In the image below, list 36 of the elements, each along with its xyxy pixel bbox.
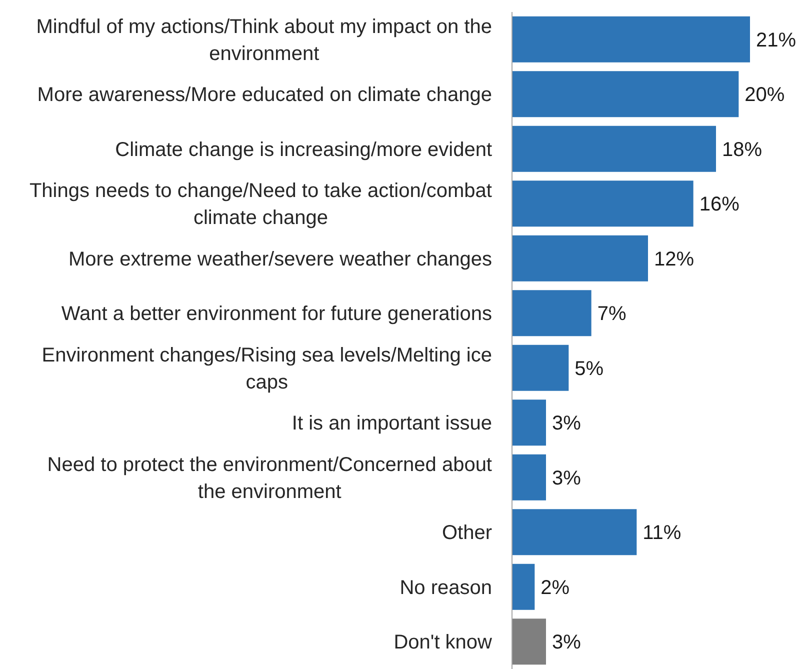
- data-label: 7%: [597, 303, 626, 326]
- y-tick-label: Other: [442, 522, 492, 544]
- y-tick-label: Don't know: [394, 632, 493, 654]
- data-label: 3%: [552, 467, 582, 490]
- y-tick-label: More extreme weather/severe weather changes: [68, 248, 492, 270]
- y-tick-label: More awareness/More educated on climate change: [37, 84, 492, 106]
- data-label: 21%: [756, 29, 796, 52]
- bar: [512, 180, 694, 227]
- bar: [512, 71, 739, 118]
- y-tick-label: No reason: [400, 576, 492, 599]
- y-tick-label: Things needs to change/Need to take action/combat climate change: [29, 180, 492, 230]
- bar: [512, 618, 546, 665]
- bar: [512, 126, 716, 172]
- y-tick-label: Need to protect the environment/Concerned about the environment: [47, 454, 492, 503]
- data-label: 3%: [552, 412, 582, 435]
- y-tick-label: Climate change is increasing/more evident: [115, 138, 492, 161]
- y-tick-label: It is an important issue: [292, 412, 492, 435]
- y-tick-label: Environment changes/Rising sea levels/Melting ice caps: [42, 344, 492, 394]
- bar: [512, 564, 535, 610]
- data-label: 16%: [699, 194, 740, 216]
- bar: [512, 290, 592, 336]
- bar: [512, 16, 750, 62]
- bar: [512, 454, 546, 500]
- bar: [512, 235, 648, 282]
- y-tick-label: Mindful of my actions/Think about my impact on the environment: [36, 16, 492, 65]
- data-label: 12%: [654, 248, 694, 270]
- data-label: 3%: [552, 632, 582, 654]
- data-label: 5%: [574, 358, 604, 380]
- data-label: 2%: [540, 576, 570, 599]
- bar: [512, 400, 546, 446]
- data-label: 18%: [722, 138, 762, 161]
- bar: [512, 509, 637, 556]
- data-label: 20%: [744, 84, 785, 106]
- bar: [512, 344, 569, 391]
- y-tick-label: Want a better environment for future generations: [61, 303, 492, 326]
- data-label: 11%: [642, 522, 682, 544]
